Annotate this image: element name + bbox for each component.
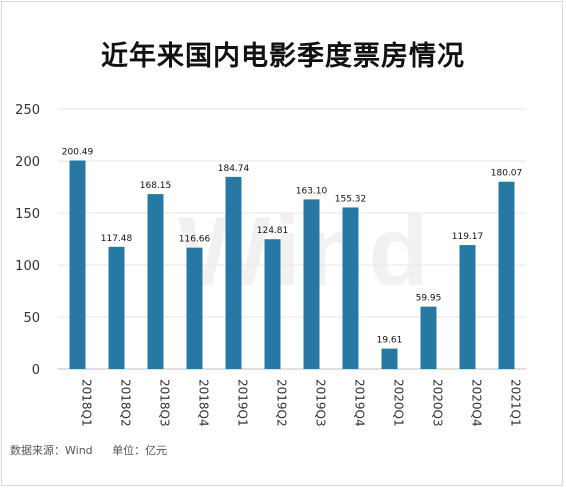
x-tick-label: 2019Q1 xyxy=(236,379,250,427)
y-tick-label: 100 xyxy=(15,259,40,274)
bar-2019q3 xyxy=(303,199,320,369)
bar-2020q4 xyxy=(459,245,476,369)
bar-2019q1 xyxy=(225,176,242,369)
source-note: 数据来源：Wind xyxy=(10,444,93,457)
bar-2018q1 xyxy=(69,160,86,369)
y-tick-label: 250 xyxy=(15,103,40,118)
y-tick-label: 200 xyxy=(15,155,40,170)
x-tick-label: 2020Q1 xyxy=(392,379,406,427)
x-tick-label: 2018Q1 xyxy=(80,379,94,427)
bar-2019q2 xyxy=(264,239,281,369)
x-tick-label: 2018Q3 xyxy=(158,379,172,427)
data-label: 124.81 xyxy=(257,226,289,236)
y-tick-label: 0 xyxy=(32,363,40,378)
data-label: 184.74 xyxy=(218,164,250,174)
bar-2020q1 xyxy=(381,348,398,369)
data-label: 117.48 xyxy=(101,234,133,244)
data-label: 119.17 xyxy=(452,232,484,242)
x-tick-label: 2021Q1 xyxy=(509,379,523,427)
data-label: 19.61 xyxy=(377,336,403,346)
data-label: 200.49 xyxy=(62,147,94,157)
data-label: 59.95 xyxy=(416,294,442,304)
bar-2018q2 xyxy=(108,246,125,369)
data-label: 168.15 xyxy=(140,181,172,191)
data-label: 116.66 xyxy=(179,235,211,245)
bar-2018q3 xyxy=(147,194,164,369)
chart-footer: 数据来源：Wind 单位：亿元 xyxy=(10,442,183,458)
y-tick-label: 150 xyxy=(15,207,40,222)
bar-2021q1 xyxy=(498,181,515,369)
bar-2018q4 xyxy=(186,247,203,369)
watermark: Wind xyxy=(178,195,433,308)
bar-2020q3 xyxy=(420,306,437,369)
x-tick-label: 2019Q3 xyxy=(314,379,328,427)
bar-2019q4 xyxy=(342,207,359,369)
x-tick-label: 2018Q2 xyxy=(119,379,133,427)
y-tick-label: 50 xyxy=(23,311,40,326)
unit-note: 单位：亿元 xyxy=(112,444,168,457)
x-tick-label: 2020Q4 xyxy=(470,379,484,427)
data-label: 180.07 xyxy=(491,169,523,179)
chart-title: 近年来国内电影季度票房情况 xyxy=(101,41,465,72)
x-tick-label: 2020Q3 xyxy=(431,379,445,427)
x-tick-label: 2019Q4 xyxy=(353,379,367,427)
x-tick-label: 2019Q2 xyxy=(275,379,289,427)
x-tick-label: 2018Q4 xyxy=(197,379,211,427)
data-label: 163.10 xyxy=(296,186,328,196)
data-label: 155.32 xyxy=(335,194,367,204)
